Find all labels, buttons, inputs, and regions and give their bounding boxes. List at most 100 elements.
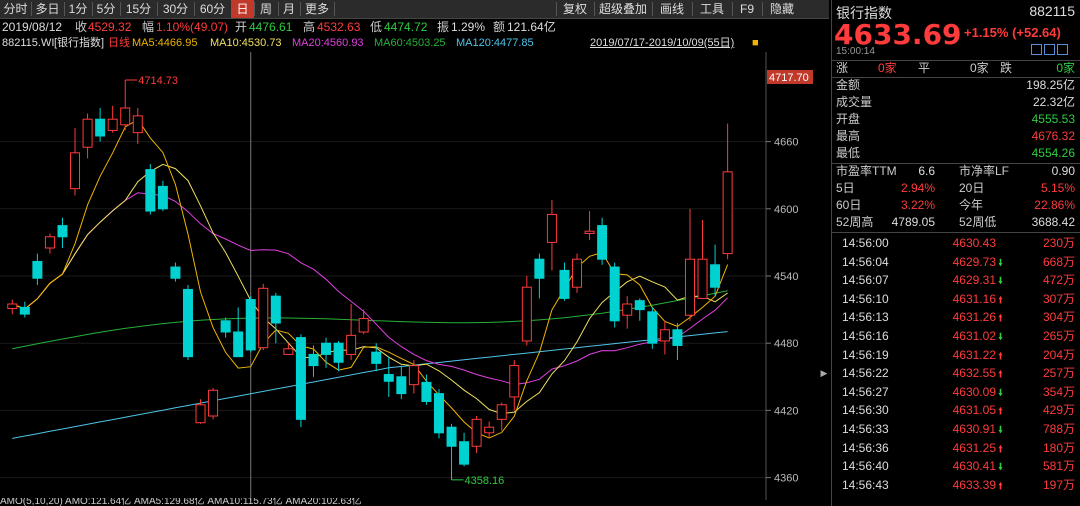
candle-body: [346, 334, 357, 355]
panel-tools: [1029, 44, 1075, 56]
period-tab-7[interactable]: 日: [231, 0, 254, 18]
tick-row: 14:56:43 4633.39 🠙 197万: [832, 476, 1080, 495]
price-change: +1.15% (+52.64): [964, 25, 1061, 40]
tick-time: 14:56:36: [842, 440, 889, 455]
ma60-legend: MA60:4503.25: [374, 37, 446, 49]
settings-icon[interactable]: [1057, 44, 1068, 55]
candle-body: [559, 269, 570, 299]
down-count-label: 跌: [1000, 61, 1013, 75]
breadth-row: 涨 0家 平 0家 跌 0家: [832, 60, 1080, 77]
period-tab-3[interactable]: 5分: [96, 2, 116, 16]
low-value: 4474.72: [384, 20, 428, 34]
open-label: 开: [235, 20, 248, 34]
candle-body: [95, 118, 106, 137]
last-price-tag: [767, 69, 813, 84]
candle-body: [546, 213, 557, 243]
period-tab-0[interactable]: 分时: [3, 2, 28, 16]
tick-volume: 257万: [1042, 366, 1075, 381]
index-name: 银行指数: [836, 5, 892, 21]
tick-price: 4630.09: [952, 384, 996, 399]
candle-body: [446, 426, 457, 447]
copy-icon[interactable]: [1044, 44, 1055, 55]
swing-value: 1.29%: [451, 20, 486, 34]
axis-tick-label: 4660: [774, 137, 798, 149]
week52-row: 52周高 4789.05 52周低 3688.42: [832, 214, 1080, 231]
candle-body: [572, 258, 583, 288]
arrow-up-icon: 🠙: [998, 313, 1004, 325]
candle-body: [295, 337, 306, 420]
toolbar-tool-3[interactable]: 工具: [699, 2, 724, 16]
tick-row: 14:56:07 4629.31 🠛 472万: [832, 271, 1080, 290]
axis-tick-label: 4480: [774, 338, 798, 350]
period-tab-10[interactable]: 更多: [304, 2, 329, 16]
tick-row: 14:56:16 4631.02 🠛 265万: [832, 327, 1080, 346]
stat-label: 成交量: [836, 95, 873, 109]
toolbar-tool-4[interactable]: F9: [739, 2, 754, 16]
arrow-down-icon: 🠛: [998, 276, 1004, 288]
stat-label: 最高: [836, 129, 861, 143]
tick-price: 4630.41: [952, 459, 996, 474]
tick-volume: 788万: [1042, 422, 1075, 436]
axis-tick-label: 4600: [774, 204, 798, 216]
low-label: 低: [370, 20, 383, 34]
axis-tick-label: 4420: [774, 405, 798, 417]
toolbar-tool-1[interactable]: 超级叠加: [598, 2, 647, 16]
performance-row: 60日 3.22% 今年 22.86%: [832, 197, 1080, 214]
candle-body: [584, 230, 595, 234]
tick-price: 4630.91: [952, 422, 996, 436]
period-tab-2[interactable]: 1分: [68, 2, 88, 16]
arrow-down-icon: 🠛: [998, 387, 1004, 399]
quote-panel: 银行指数 882115 4633.69 +1.15% (+52.64) 15:0…: [831, 0, 1080, 506]
perf-label: 60日: [836, 198, 862, 212]
ma20-legend: MA20:4560.93: [292, 37, 364, 49]
candle-body: [321, 342, 332, 355]
tick-time: 14:56:27: [842, 384, 889, 399]
period-tab-5[interactable]: 30分: [162, 2, 189, 16]
toolbar-tool-2[interactable]: 画线: [659, 2, 684, 16]
tick-row: 14:56:27 4630.09 🠛 354万: [832, 383, 1080, 402]
tick-volume: 265万: [1042, 329, 1075, 343]
up-count-label: 涨: [836, 61, 849, 75]
candle-body: [672, 329, 683, 346]
date-range[interactable]: 2019/07/17-2019/10/09(55日): [590, 37, 735, 49]
bar-info-line: 2019/08/12 收 4529.32 幅 1.10%(49.07) 开 44…: [0, 19, 829, 36]
candle-body: [509, 365, 520, 398]
stat-label: 金额: [836, 78, 861, 92]
candle-body: [19, 306, 30, 315]
period-tab-9[interactable]: 月: [282, 2, 295, 16]
stat-value: 22.32亿: [1032, 95, 1075, 109]
ma10-line: [12, 163, 728, 415]
index-code: 882115: [1029, 3, 1075, 19]
stat-row: 开盘 4555.53: [832, 111, 1080, 128]
candle-body: [220, 320, 231, 333]
tick-price: 4631.25: [952, 440, 996, 455]
period-tab-1[interactable]: 多日: [35, 2, 60, 16]
ma-legend-line: 882115.WI [银行指数] 日线 MA5:4466.95 MA10:453…: [0, 36, 829, 51]
tick-volume: 180万: [1042, 440, 1075, 455]
period-tab-6[interactable]: 60分: [199, 2, 226, 16]
toolbar-tool-0[interactable]: 复权: [562, 2, 587, 16]
max-price-label: 4714.73: [138, 75, 178, 87]
candle-body: [82, 118, 93, 148]
period-tab-8[interactable]: 周: [259, 2, 272, 16]
lock-icon[interactable]: ■: [752, 37, 759, 49]
candle-body: [157, 185, 168, 210]
pe-label: 市盈率TTM: [836, 164, 897, 178]
candle-body: [245, 299, 256, 351]
toolbar-tool-5[interactable]: 隐藏: [769, 2, 794, 16]
edit-icon[interactable]: [1031, 44, 1042, 55]
candle-body: [32, 260, 43, 279]
candle-body: [421, 381, 432, 402]
expand-arrow-icon[interactable]: ▶: [820, 368, 828, 378]
candle-body: [44, 236, 55, 249]
tick-row: 14:56:10 4631.16 🠙 307万: [832, 290, 1080, 309]
tick-volume: 581万: [1042, 459, 1075, 474]
period-tab-4[interactable]: 15分: [125, 2, 152, 16]
kline-chart[interactable]: 4660 4600 4540 4480 4420 4360 4717.70 4714.73 43…: [0, 52, 829, 500]
candle-body: [70, 152, 81, 190]
down-count: 0家: [1056, 61, 1075, 75]
ma5-legend: MA5:4466.95: [132, 37, 198, 49]
candle-body: [609, 266, 620, 322]
candle-body: [170, 266, 181, 279]
perf-value: 5.15%: [1040, 181, 1075, 195]
